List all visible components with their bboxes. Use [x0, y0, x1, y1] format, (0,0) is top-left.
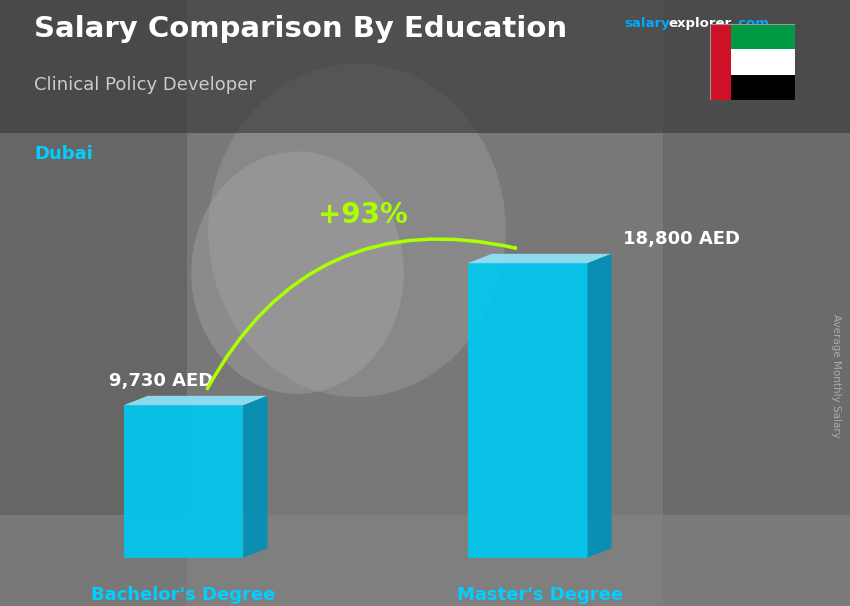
- Text: Master's Degree: Master's Degree: [456, 585, 623, 604]
- Bar: [663, 0, 850, 606]
- Ellipse shape: [208, 64, 506, 397]
- Polygon shape: [468, 263, 587, 558]
- Polygon shape: [124, 396, 268, 405]
- Text: Salary Comparison By Education: Salary Comparison By Education: [34, 15, 567, 43]
- Text: 18,800 AED: 18,800 AED: [623, 230, 740, 247]
- Text: Clinical Policy Developer: Clinical Policy Developer: [34, 76, 256, 94]
- Bar: [710, 24, 731, 100]
- Ellipse shape: [191, 152, 404, 394]
- Text: salary: salary: [625, 17, 671, 30]
- Bar: [731, 75, 795, 100]
- FancyArrowPatch shape: [207, 239, 515, 388]
- Bar: [731, 50, 795, 75]
- Bar: [0, 0, 187, 606]
- Polygon shape: [468, 254, 611, 263]
- Bar: [731, 24, 795, 50]
- Text: Dubai: Dubai: [34, 145, 93, 164]
- Text: 9,730 AED: 9,730 AED: [109, 371, 213, 390]
- Text: Bachelor's Degree: Bachelor's Degree: [92, 585, 275, 604]
- Bar: [0, 515, 850, 606]
- Polygon shape: [243, 396, 268, 558]
- Text: explorer: explorer: [668, 17, 731, 30]
- Text: Average Monthly Salary: Average Monthly Salary: [831, 314, 842, 438]
- Polygon shape: [587, 254, 611, 558]
- Text: .com: .com: [734, 17, 769, 30]
- Polygon shape: [124, 405, 243, 558]
- Text: +93%: +93%: [318, 201, 408, 228]
